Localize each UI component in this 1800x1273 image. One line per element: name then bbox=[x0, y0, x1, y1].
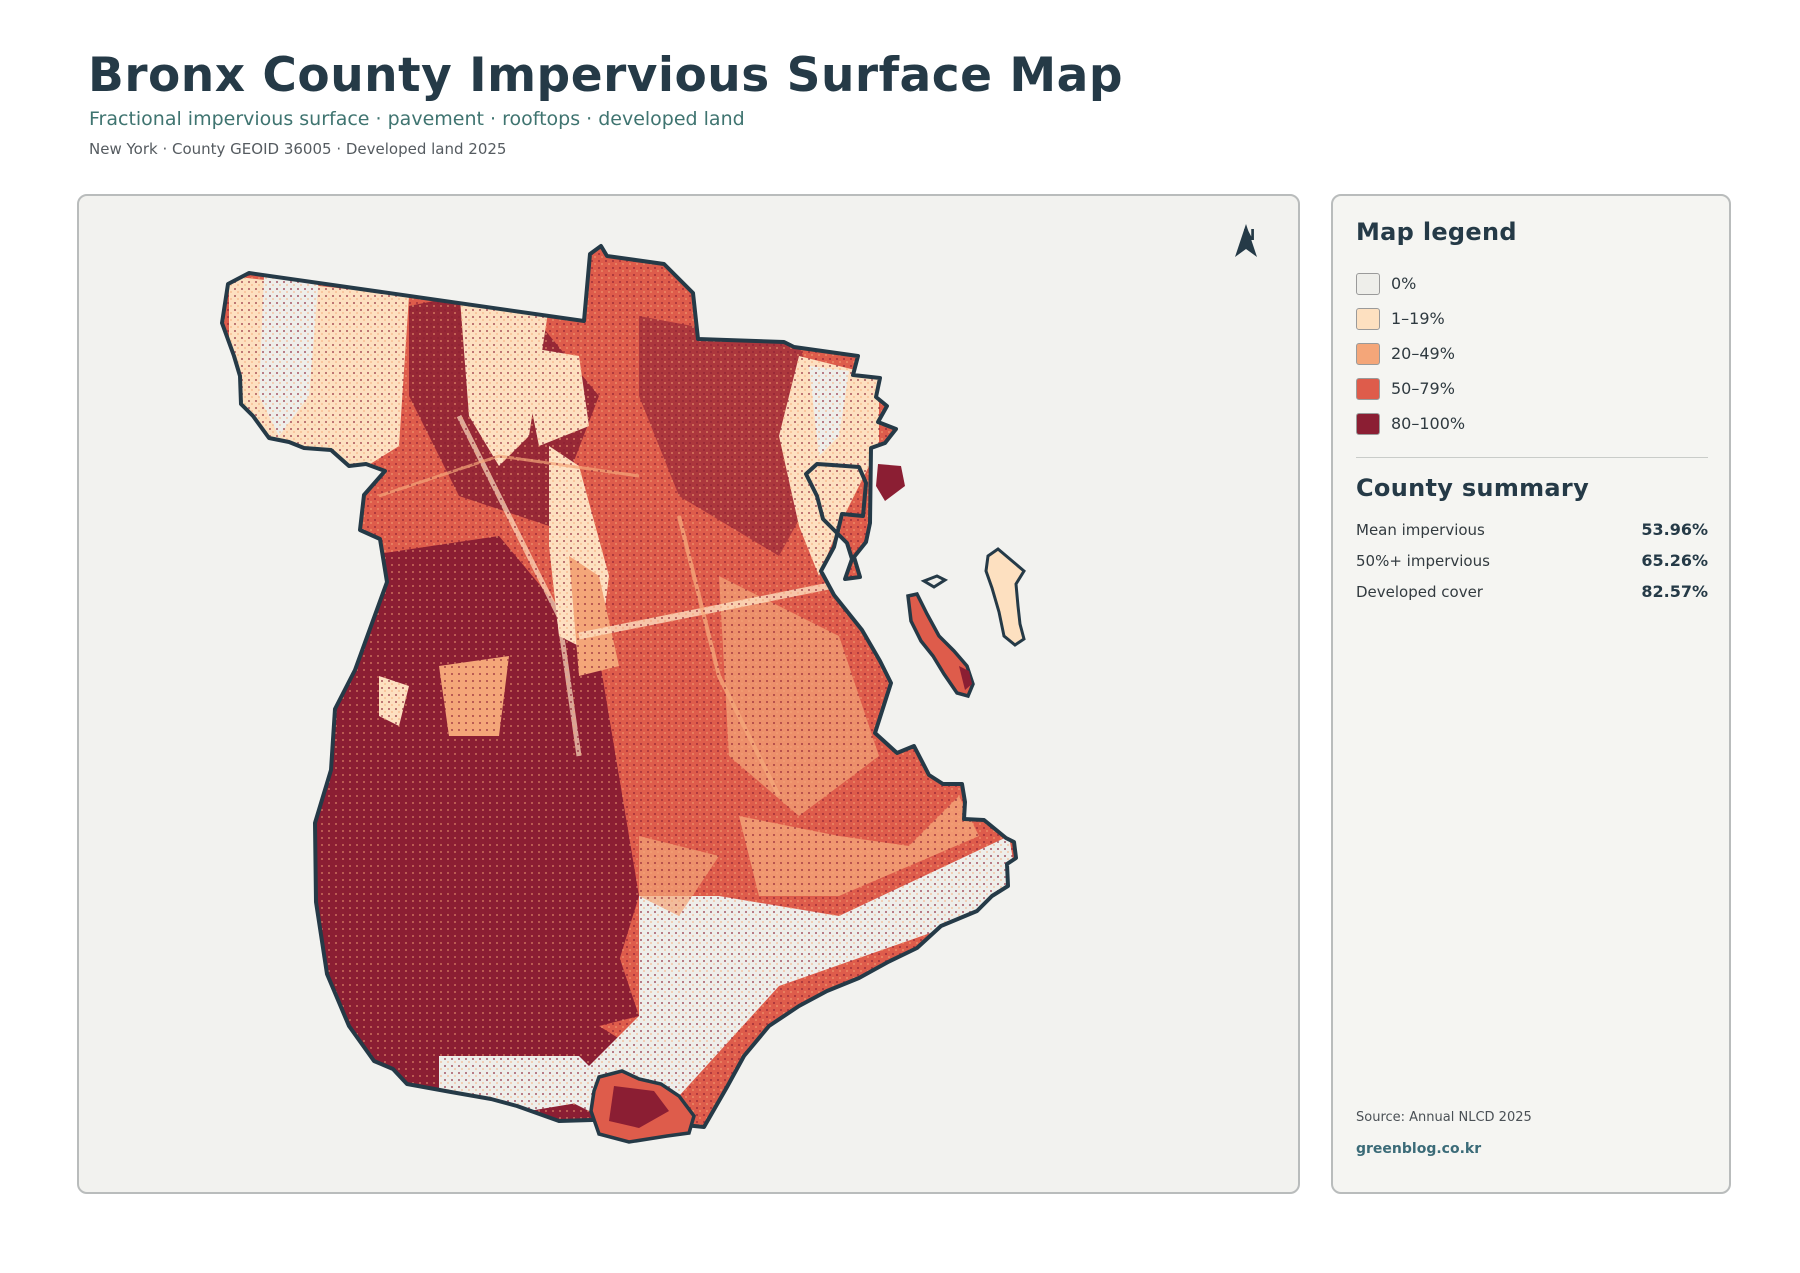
north-arrow-icon bbox=[1235, 224, 1257, 257]
map-panel[interactable]: N bbox=[77, 194, 1300, 1194]
north-arrow: N bbox=[1234, 224, 1264, 257]
legend-swatch bbox=[1356, 272, 1380, 295]
summary-value: 65.26% bbox=[1641, 551, 1708, 570]
legend-label: 0% bbox=[1391, 274, 1417, 293]
summary-row: Developed cover 82.57% bbox=[1356, 576, 1708, 607]
summary-name: 50%+ impervious bbox=[1356, 551, 1490, 570]
summary-row: Mean impervious 53.96% bbox=[1356, 514, 1708, 545]
panel-divider bbox=[1356, 457, 1708, 458]
summary-table: Mean impervious 53.96% 50%+ impervious 6… bbox=[1356, 514, 1708, 607]
legend-label: 80–100% bbox=[1391, 414, 1466, 433]
legend-item: 1–19% bbox=[1356, 301, 1465, 336]
summary-name: Mean impervious bbox=[1356, 520, 1485, 539]
legend-swatch bbox=[1356, 377, 1380, 400]
legend-item: 50–79% bbox=[1356, 371, 1465, 406]
summary-name: Developed cover bbox=[1356, 582, 1483, 601]
legend-label: 50–79% bbox=[1391, 379, 1455, 398]
summary-row: 50%+ impervious 65.26% bbox=[1356, 545, 1708, 576]
source-note: Source: Annual NLCD 2025 bbox=[1356, 1110, 1532, 1125]
impervious-raster bbox=[222, 246, 1016, 1127]
legend-label: 20–49% bbox=[1391, 344, 1455, 363]
legend-swatch bbox=[1356, 307, 1380, 330]
page-title: Bronx County Impervious Surface Map bbox=[88, 48, 1123, 103]
page-meta: New York · County GEOID 36005 · Develope… bbox=[89, 140, 507, 158]
brand-link[interactable]: greenblog.co.kr bbox=[1356, 1141, 1482, 1157]
legend-swatch bbox=[1356, 412, 1380, 435]
summary-title: County summary bbox=[1356, 474, 1590, 502]
legend-swatch bbox=[1356, 342, 1380, 365]
page-subtitle: Fractional impervious surface · pavement… bbox=[89, 108, 745, 130]
legend-item: 0% bbox=[1356, 266, 1465, 301]
county-map[interactable] bbox=[79, 196, 1300, 1194]
legend-title: Map legend bbox=[1356, 218, 1517, 246]
legend-label: 1–19% bbox=[1391, 309, 1445, 328]
summary-value: 53.96% bbox=[1641, 520, 1708, 539]
summary-value: 82.57% bbox=[1641, 582, 1708, 601]
legend-panel: Map legend 0% 1–19% 20–49% 50–79% 80–100… bbox=[1331, 194, 1731, 1194]
legend-item: 80–100% bbox=[1356, 406, 1465, 441]
legend-item: 20–49% bbox=[1356, 336, 1465, 371]
legend-list: 0% 1–19% 20–49% 50–79% 80–100% bbox=[1356, 266, 1465, 441]
